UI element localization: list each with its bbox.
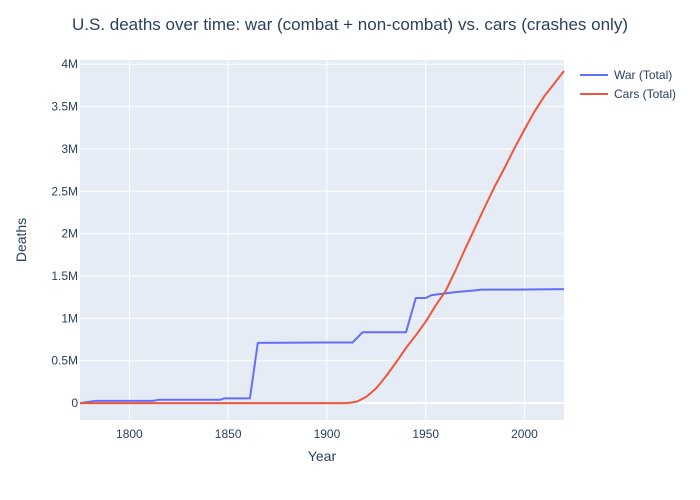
- y-axis-title: Deaths: [13, 218, 29, 262]
- x-tick-label: 1950: [412, 427, 439, 441]
- y-tick-label: 2M: [61, 227, 78, 241]
- x-tick-label: 1800: [116, 427, 143, 441]
- y-tick-label: 3M: [61, 142, 78, 156]
- chart-title: U.S. deaths over time: war (combat + non…: [72, 15, 628, 34]
- legend-label: War (Total): [614, 68, 672, 82]
- series-layer: [79, 70, 565, 405]
- y-axis-ticks: 0 0.5M 1M 1.5M 2M 2.5M 3M 3.5M 4M: [51, 57, 78, 410]
- x-tick-label: 1850: [215, 427, 242, 441]
- series-line-war: [79, 288, 565, 405]
- y-tick-label: 4M: [61, 57, 78, 71]
- series-line-cars: [80, 70, 565, 405]
- legend-item-cars[interactable]: Cars (Total): [580, 87, 676, 101]
- x-gridlines: [128, 60, 525, 420]
- x-tick-label: 2000: [511, 427, 538, 441]
- y-tick-label: 1M: [61, 311, 78, 325]
- y-tick-label: 3.5M: [51, 100, 78, 114]
- y-tick-label: 1.5M: [51, 269, 78, 283]
- plot-area: [80, 60, 564, 420]
- y-tick-label: 2.5M: [51, 184, 78, 198]
- y-tick-label: 0: [71, 396, 78, 410]
- legend-item-war[interactable]: War (Total): [580, 68, 672, 82]
- y-tick-label: 0.5M: [51, 354, 78, 368]
- x-axis-ticks: 1800 1850 1900 1950 2000: [116, 427, 538, 441]
- legend: War (Total) Cars (Total): [580, 68, 676, 101]
- x-tick-label: 1900: [314, 427, 341, 441]
- x-axis-title: Year: [308, 448, 337, 464]
- legend-label: Cars (Total): [614, 87, 676, 101]
